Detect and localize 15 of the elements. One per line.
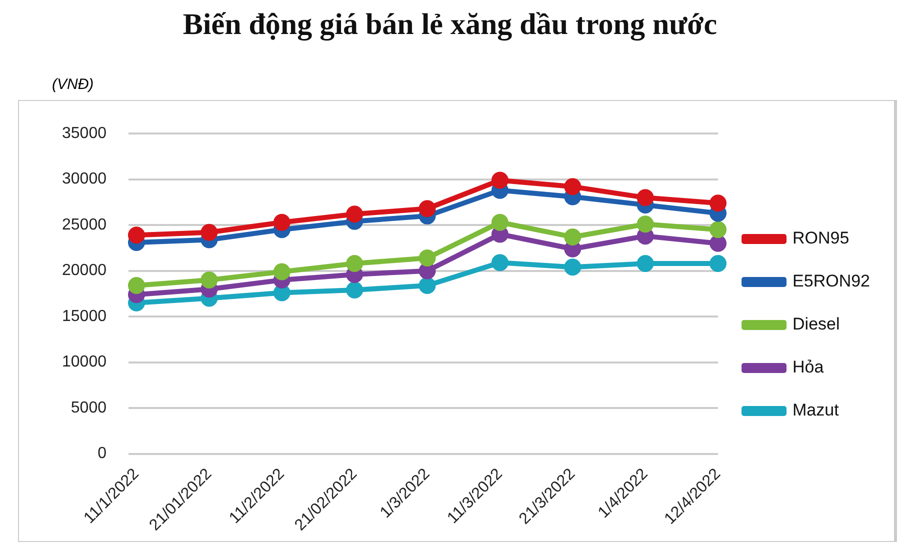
y-axis-title: (VNĐ) (52, 76, 94, 93)
legend-label: Mazut (792, 400, 840, 420)
legend-label: Diesel (792, 314, 840, 334)
y-tick-label: 15000 (62, 308, 107, 325)
legend-label: E5RON92 (792, 272, 870, 291)
y-tick-label: 25000 (62, 216, 107, 234)
y-tick-label: 10000 (62, 354, 107, 371)
legend-label: RON95 (792, 228, 850, 248)
y-tick-label: 30000 (62, 170, 107, 188)
y-tick-label: 0 (98, 445, 107, 462)
y-tick-label: 35000 (62, 125, 107, 142)
legend-label: Hỏa (792, 358, 824, 377)
chart-title: Biến động giá bán lẻ xăng dầu trong nước (182, 8, 718, 42)
y-tick-label: 5000 (70, 399, 107, 416)
y-tick-label: 20000 (62, 262, 107, 280)
